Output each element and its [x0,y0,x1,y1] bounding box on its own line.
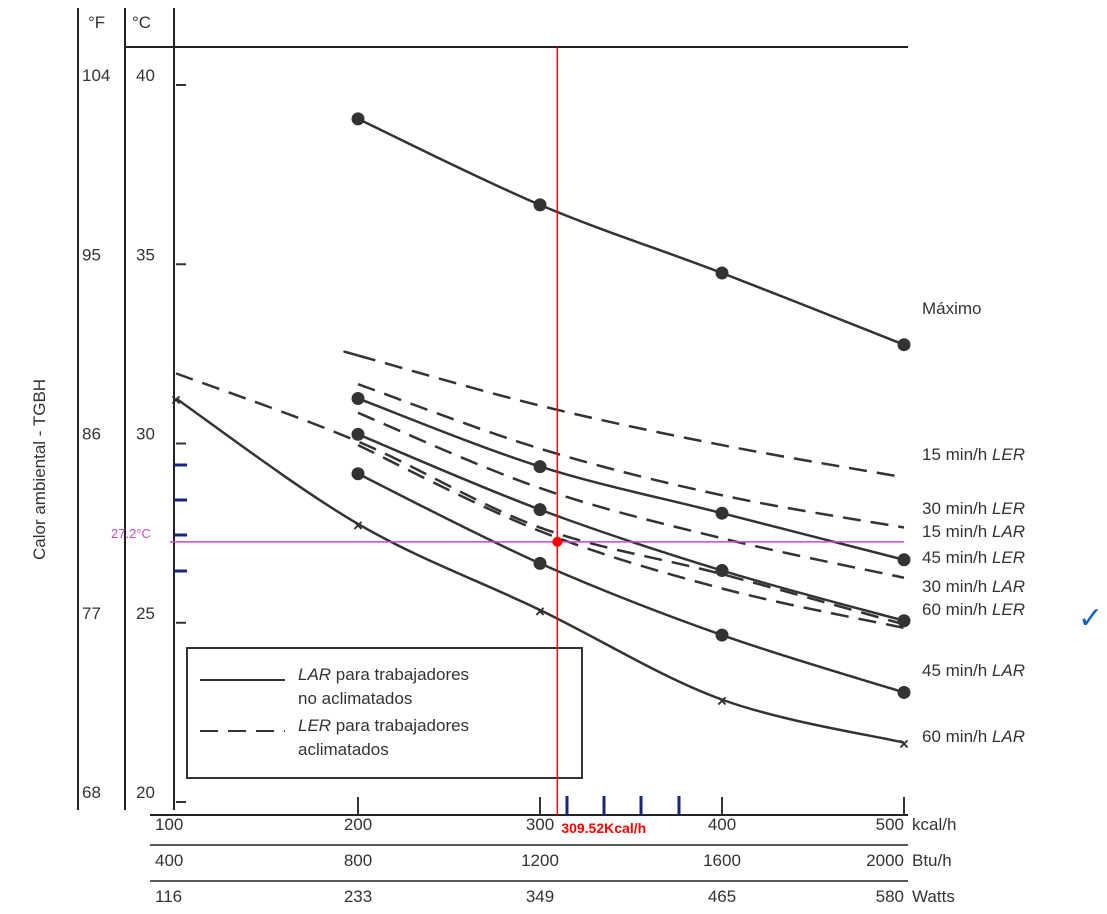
data-point-x: × [171,390,181,409]
series-line-2 [343,350,905,479]
series-line-ler-extension [175,372,905,626]
y-tick-c: 40 [136,66,155,85]
x-tick-label: 465 [708,887,736,906]
series-line-7 [357,443,905,630]
curve-label: Máximo [922,299,982,318]
y-tick-f: 77 [82,604,101,623]
data-point [351,112,365,126]
x-tick-label: 200 [344,815,372,834]
y-tick-f: 68 [82,783,101,802]
data-point [533,198,547,212]
curve-label: 60 min/h LER [922,600,1025,619]
f-header: °F [88,13,105,32]
legend-entry: LER para trabajadores [298,716,469,735]
data-point [897,553,911,567]
x-unit-label: Btu/h [912,851,952,870]
y-axis: °F °C 104 40 95 35 86 30 77 25 68 20 Calor ambiental… [30,13,186,803]
y-tick-f: 95 [82,245,101,264]
curve-label: 60 min/h LAR [922,727,1025,746]
x-tick-label: 116 [155,887,182,906]
x-tick-label: 349 [526,887,554,906]
x-tick-label: 400 [155,851,183,870]
series-line-6 [357,433,905,622]
legend-entry-line2: no aclimatados [298,689,412,708]
data-point [533,556,547,570]
x-tick-label: 2000 [866,851,904,870]
data-point-x: × [899,735,909,754]
chart-frame [77,8,908,810]
curve-label: 45 min/h LER [922,548,1025,567]
y-axis-label: Calor ambiental - TGBH [30,379,49,560]
series-line-1 [357,117,905,346]
data-point-x: × [717,692,727,711]
data-point [715,628,729,642]
y-tick-f: 86 [82,425,101,444]
series-group: × × × × × [171,112,911,754]
x-value-label: 309.52Kcal/h [561,820,646,836]
data-point [351,467,365,481]
legend-entry: LAR para trabajadores [298,665,469,684]
x-tick-label: 1200 [521,851,559,870]
x-tick-label: 1600 [703,851,741,870]
y-tick-f: 104 [82,66,110,85]
x-unit-label: Watts [912,887,955,906]
data-point-x: × [535,602,545,621]
data-point [715,506,729,520]
legend-box [186,647,583,779]
x-axis: 100 200 300 400 500 kcal/h 400 800 1200 1600 2000 B… [150,797,956,906]
data-point-x: × [353,516,363,535]
curve-label: 15 min/h LAR [922,522,1025,541]
x-tick-label: 800 [344,851,372,870]
annotations: 309.52Kcal/h 27.2°C ✓ [111,47,1103,836]
curve-label: 30 min/h LAR [922,577,1025,596]
y-tick-c: 20 [136,783,155,802]
data-point [715,564,729,578]
data-point [351,391,365,405]
y-value-label: 27.2°C [111,526,151,541]
data-point [897,338,911,352]
x-tick-label: 100 [155,815,183,834]
legend-entry-line2: aclimatados [298,740,389,759]
x-tick-label: 400 [708,815,736,834]
series-line-9 [175,397,905,744]
check-mark: ✓ [1078,601,1103,636]
y-tick-c: 35 [136,245,155,264]
data-point [897,614,911,628]
series-line-4 [357,397,905,562]
data-point [897,685,911,699]
y-tick-c: 30 [136,425,155,444]
x-tick-label: 500 [876,815,904,834]
curve-label: 30 min/h LER [922,499,1025,518]
data-point [715,266,729,280]
curve-label: 45 min/h LAR [922,661,1025,680]
series-line-5 [357,411,905,579]
data-point [533,503,547,517]
x-tick-label: 580 [876,887,904,906]
series-line-3 [357,382,905,529]
curve-label: 15 min/h LER [922,445,1025,464]
x-unit-label: kcal/h [912,815,956,834]
intersection-point [552,536,563,547]
data-point [351,427,365,441]
c-header: °C [132,13,151,32]
series-line-8 [357,472,905,694]
legend: LAR para trabajadores no aclimatados LER p… [186,647,583,779]
data-point [533,460,547,474]
x-tick-label: 300 [526,815,554,834]
y-tick-c: 25 [136,604,155,623]
curve-labels: Máximo 15 min/h LER 30 min/h LER 15 min/h L… [922,299,1025,746]
x-tick-label: 233 [344,887,372,906]
